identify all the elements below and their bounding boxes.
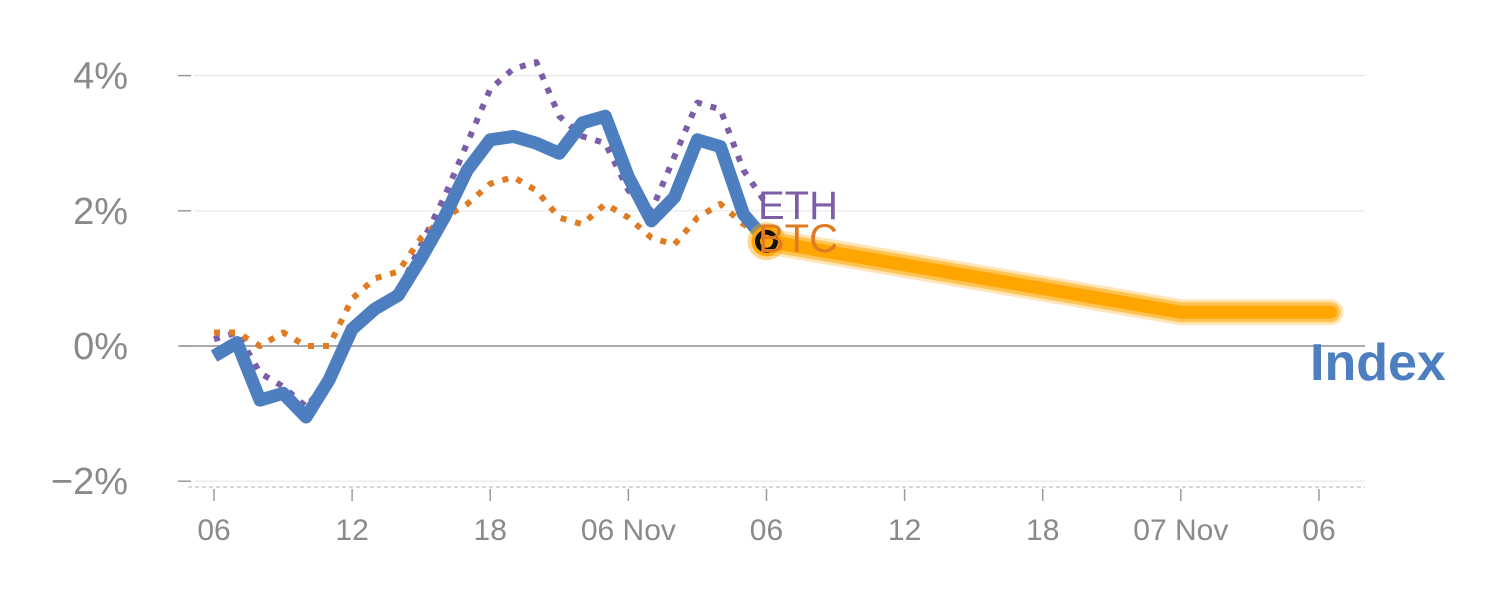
y-tick-label: −2% <box>51 461 128 503</box>
x-tick-label: 06 <box>1302 514 1335 547</box>
y-tick-label: 2% <box>73 191 128 233</box>
x-tick-label: 06 Nov <box>581 514 676 547</box>
x-tick-label: 12 <box>888 514 921 547</box>
eth-series-label: ETH <box>758 184 838 228</box>
btc-series-label: BTC <box>758 217 838 261</box>
index-series-label: Index <box>1310 334 1446 392</box>
y-tick-label: 0% <box>73 326 128 368</box>
eth-series-line <box>213 59 769 410</box>
series-group <box>210 59 1344 424</box>
forecast-band-core <box>760 234 1337 319</box>
x-tick-label: 18 <box>1026 514 1059 547</box>
x-tick-label: 06 <box>197 514 230 547</box>
y-tick-label: 4% <box>73 56 128 98</box>
btc-series-line <box>214 174 769 349</box>
x-tick-label: 07 Nov <box>1133 514 1228 547</box>
x-tick-label: 18 <box>474 514 507 547</box>
current-point-marker <box>754 229 778 253</box>
axes: −2% 0% 2% 4% 06 12 18 06 Nov 06 12 18 07 Nov 06 <box>51 56 1365 547</box>
index-series-line <box>210 109 772 424</box>
grid-lines <box>180 74 1365 482</box>
x-tick-label: 12 <box>335 514 368 547</box>
current-point-marker-group <box>747 222 786 261</box>
x-tick-label: 06 <box>750 514 783 547</box>
